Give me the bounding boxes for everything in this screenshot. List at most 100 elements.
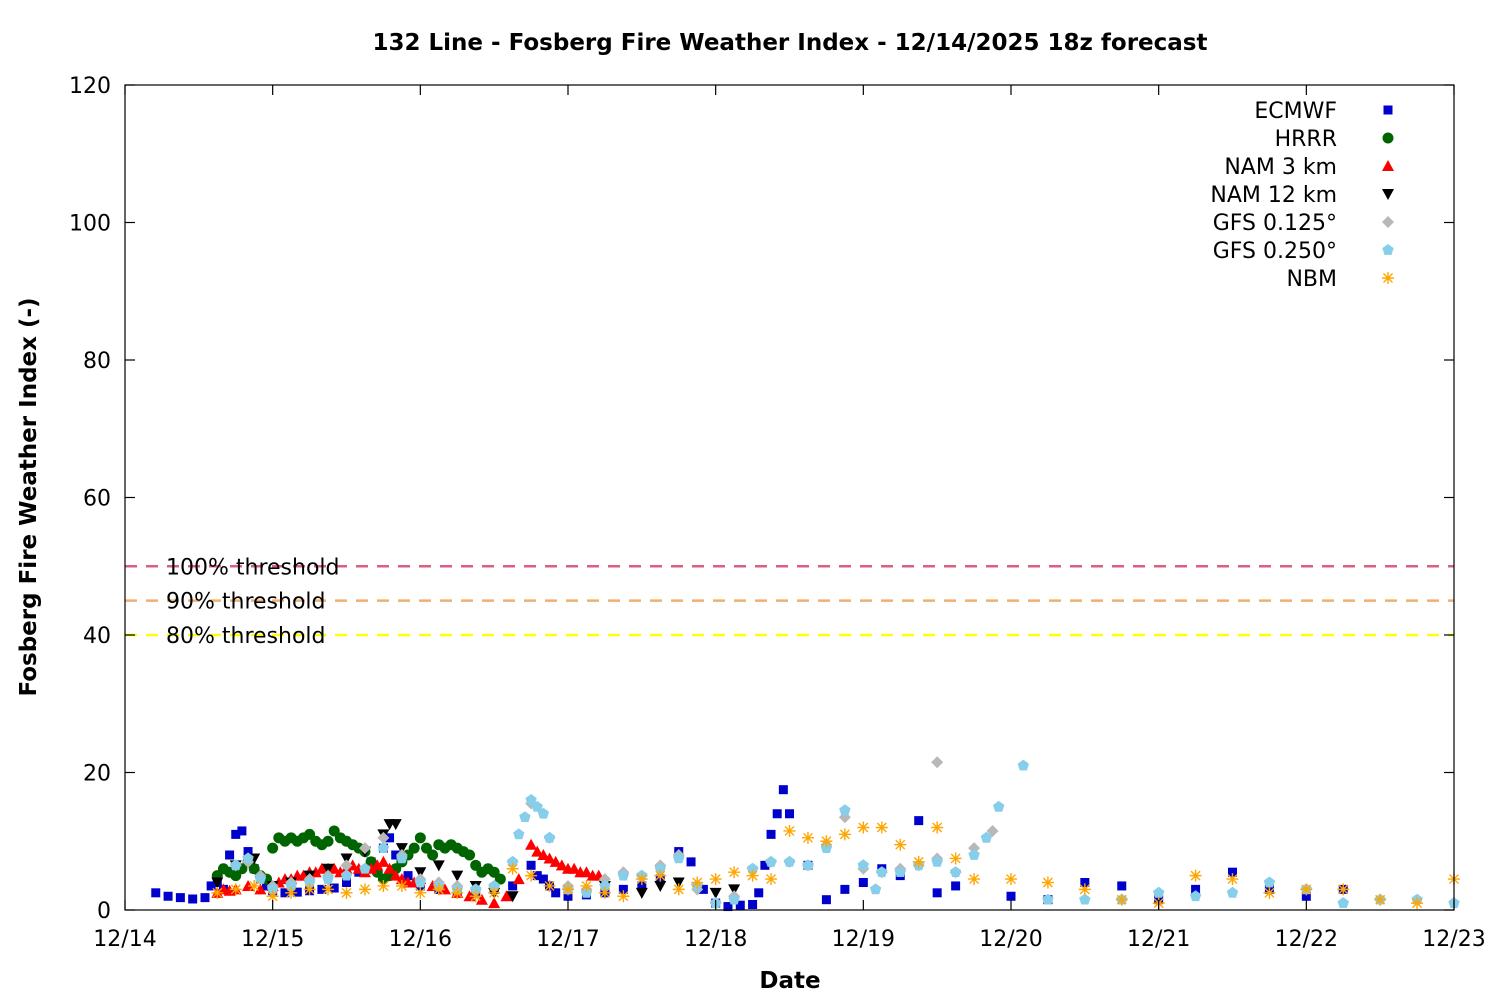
- data-point: [894, 838, 907, 851]
- data-point: [383, 862, 396, 874]
- data-point: [231, 829, 241, 839]
- data-point: [760, 860, 770, 870]
- data-point: [654, 862, 666, 874]
- data-point: [783, 855, 796, 867]
- data-point: [248, 879, 261, 892]
- data-point: [262, 881, 272, 891]
- data-point: [329, 883, 339, 893]
- data-point: [801, 831, 814, 844]
- data-point: [857, 821, 870, 834]
- data-point: [772, 809, 782, 819]
- data-point: [839, 804, 851, 816]
- data-point: [340, 853, 353, 865]
- x-axis-label: Date: [759, 968, 820, 994]
- data-point: [931, 821, 944, 834]
- data-point: [618, 884, 628, 894]
- data-point: [470, 883, 482, 895]
- data-point: [389, 869, 402, 881]
- data-point: [432, 860, 445, 872]
- data-point: [211, 877, 224, 889]
- data-point: [1374, 893, 1387, 906]
- threshold-label: 80% threshold: [166, 624, 326, 649]
- data-point: [494, 873, 506, 885]
- data-point: [395, 843, 408, 855]
- data-point: [414, 886, 427, 899]
- data-point: [858, 878, 868, 887]
- data-point: [1079, 893, 1091, 905]
- data-point: [914, 816, 924, 826]
- data-point: [686, 857, 696, 867]
- data-point: [377, 842, 390, 853]
- data-point: [512, 873, 525, 885]
- threshold-label: 90% threshold: [166, 590, 326, 615]
- data-point: [1228, 867, 1237, 877]
- data-point: [637, 881, 647, 891]
- data-point: [754, 888, 764, 898]
- data-point: [365, 856, 377, 868]
- data-point: [488, 897, 501, 909]
- data-point: [1337, 897, 1349, 908]
- data-point: [225, 850, 235, 860]
- data-point: [1263, 886, 1276, 899]
- data-point: [525, 838, 538, 850]
- data-point: [968, 873, 981, 886]
- x-tick-label: 12/17: [536, 927, 599, 952]
- data-point: [377, 855, 390, 867]
- data-point: [654, 880, 667, 892]
- data-point: [728, 893, 740, 905]
- threshold-lines: 100% threshold 90% threshold 80% threshold: [125, 555, 1454, 649]
- data-point: [322, 835, 334, 847]
- data-point: [598, 873, 611, 886]
- data-point: [267, 883, 279, 895]
- legend: ECMWF HRRR NAM 3 km NAM 12 km GFS 0.125° GFS …: [1210, 99, 1394, 292]
- data-point: [211, 886, 224, 899]
- data-point: [1189, 869, 1202, 882]
- legend-marker: [1382, 216, 1394, 228]
- data-point: [635, 887, 648, 899]
- data-point: [342, 878, 351, 887]
- data-point: [500, 890, 513, 902]
- legend-marker: [1382, 189, 1394, 200]
- data-point: [506, 891, 519, 903]
- data-point: [785, 809, 794, 819]
- y-tick-label: 80: [83, 349, 111, 374]
- data-point: [802, 859, 814, 871]
- data-point: [414, 832, 426, 844]
- data-point: [377, 831, 390, 844]
- data-point: [280, 888, 290, 898]
- data-point: [840, 884, 850, 894]
- data-point: [543, 831, 556, 843]
- data-point: [1263, 876, 1276, 888]
- data-point: [537, 807, 550, 819]
- data-point: [1042, 893, 1054, 905]
- data-point: [543, 852, 556, 864]
- data-point: [1117, 881, 1127, 891]
- data-point: [175, 893, 185, 903]
- data-point: [654, 869, 667, 882]
- data-point: [993, 800, 1005, 812]
- data-point: [188, 894, 198, 904]
- data-point: [555, 859, 568, 871]
- data-point: [432, 883, 445, 896]
- data-point: [1080, 878, 1090, 887]
- data-point: [385, 833, 395, 843]
- data-point: [551, 888, 561, 898]
- x-tick-label: 12/21: [1127, 927, 1190, 952]
- data-point: [243, 847, 253, 857]
- data-point: [538, 874, 548, 884]
- data-point: [617, 869, 630, 881]
- legend-marker: [1382, 244, 1394, 255]
- data-point: [672, 877, 685, 889]
- data-point: [949, 866, 962, 877]
- data-point: [1115, 893, 1128, 906]
- data-point: [427, 849, 439, 861]
- data-point: [237, 826, 247, 836]
- data-point: [765, 855, 777, 867]
- legend-marker: [1382, 160, 1394, 171]
- data-point: [531, 800, 543, 812]
- data-point: [735, 900, 745, 910]
- data-point: [728, 884, 741, 896]
- data-point: [986, 824, 999, 837]
- data-point: [635, 873, 648, 886]
- data-point: [1017, 759, 1029, 771]
